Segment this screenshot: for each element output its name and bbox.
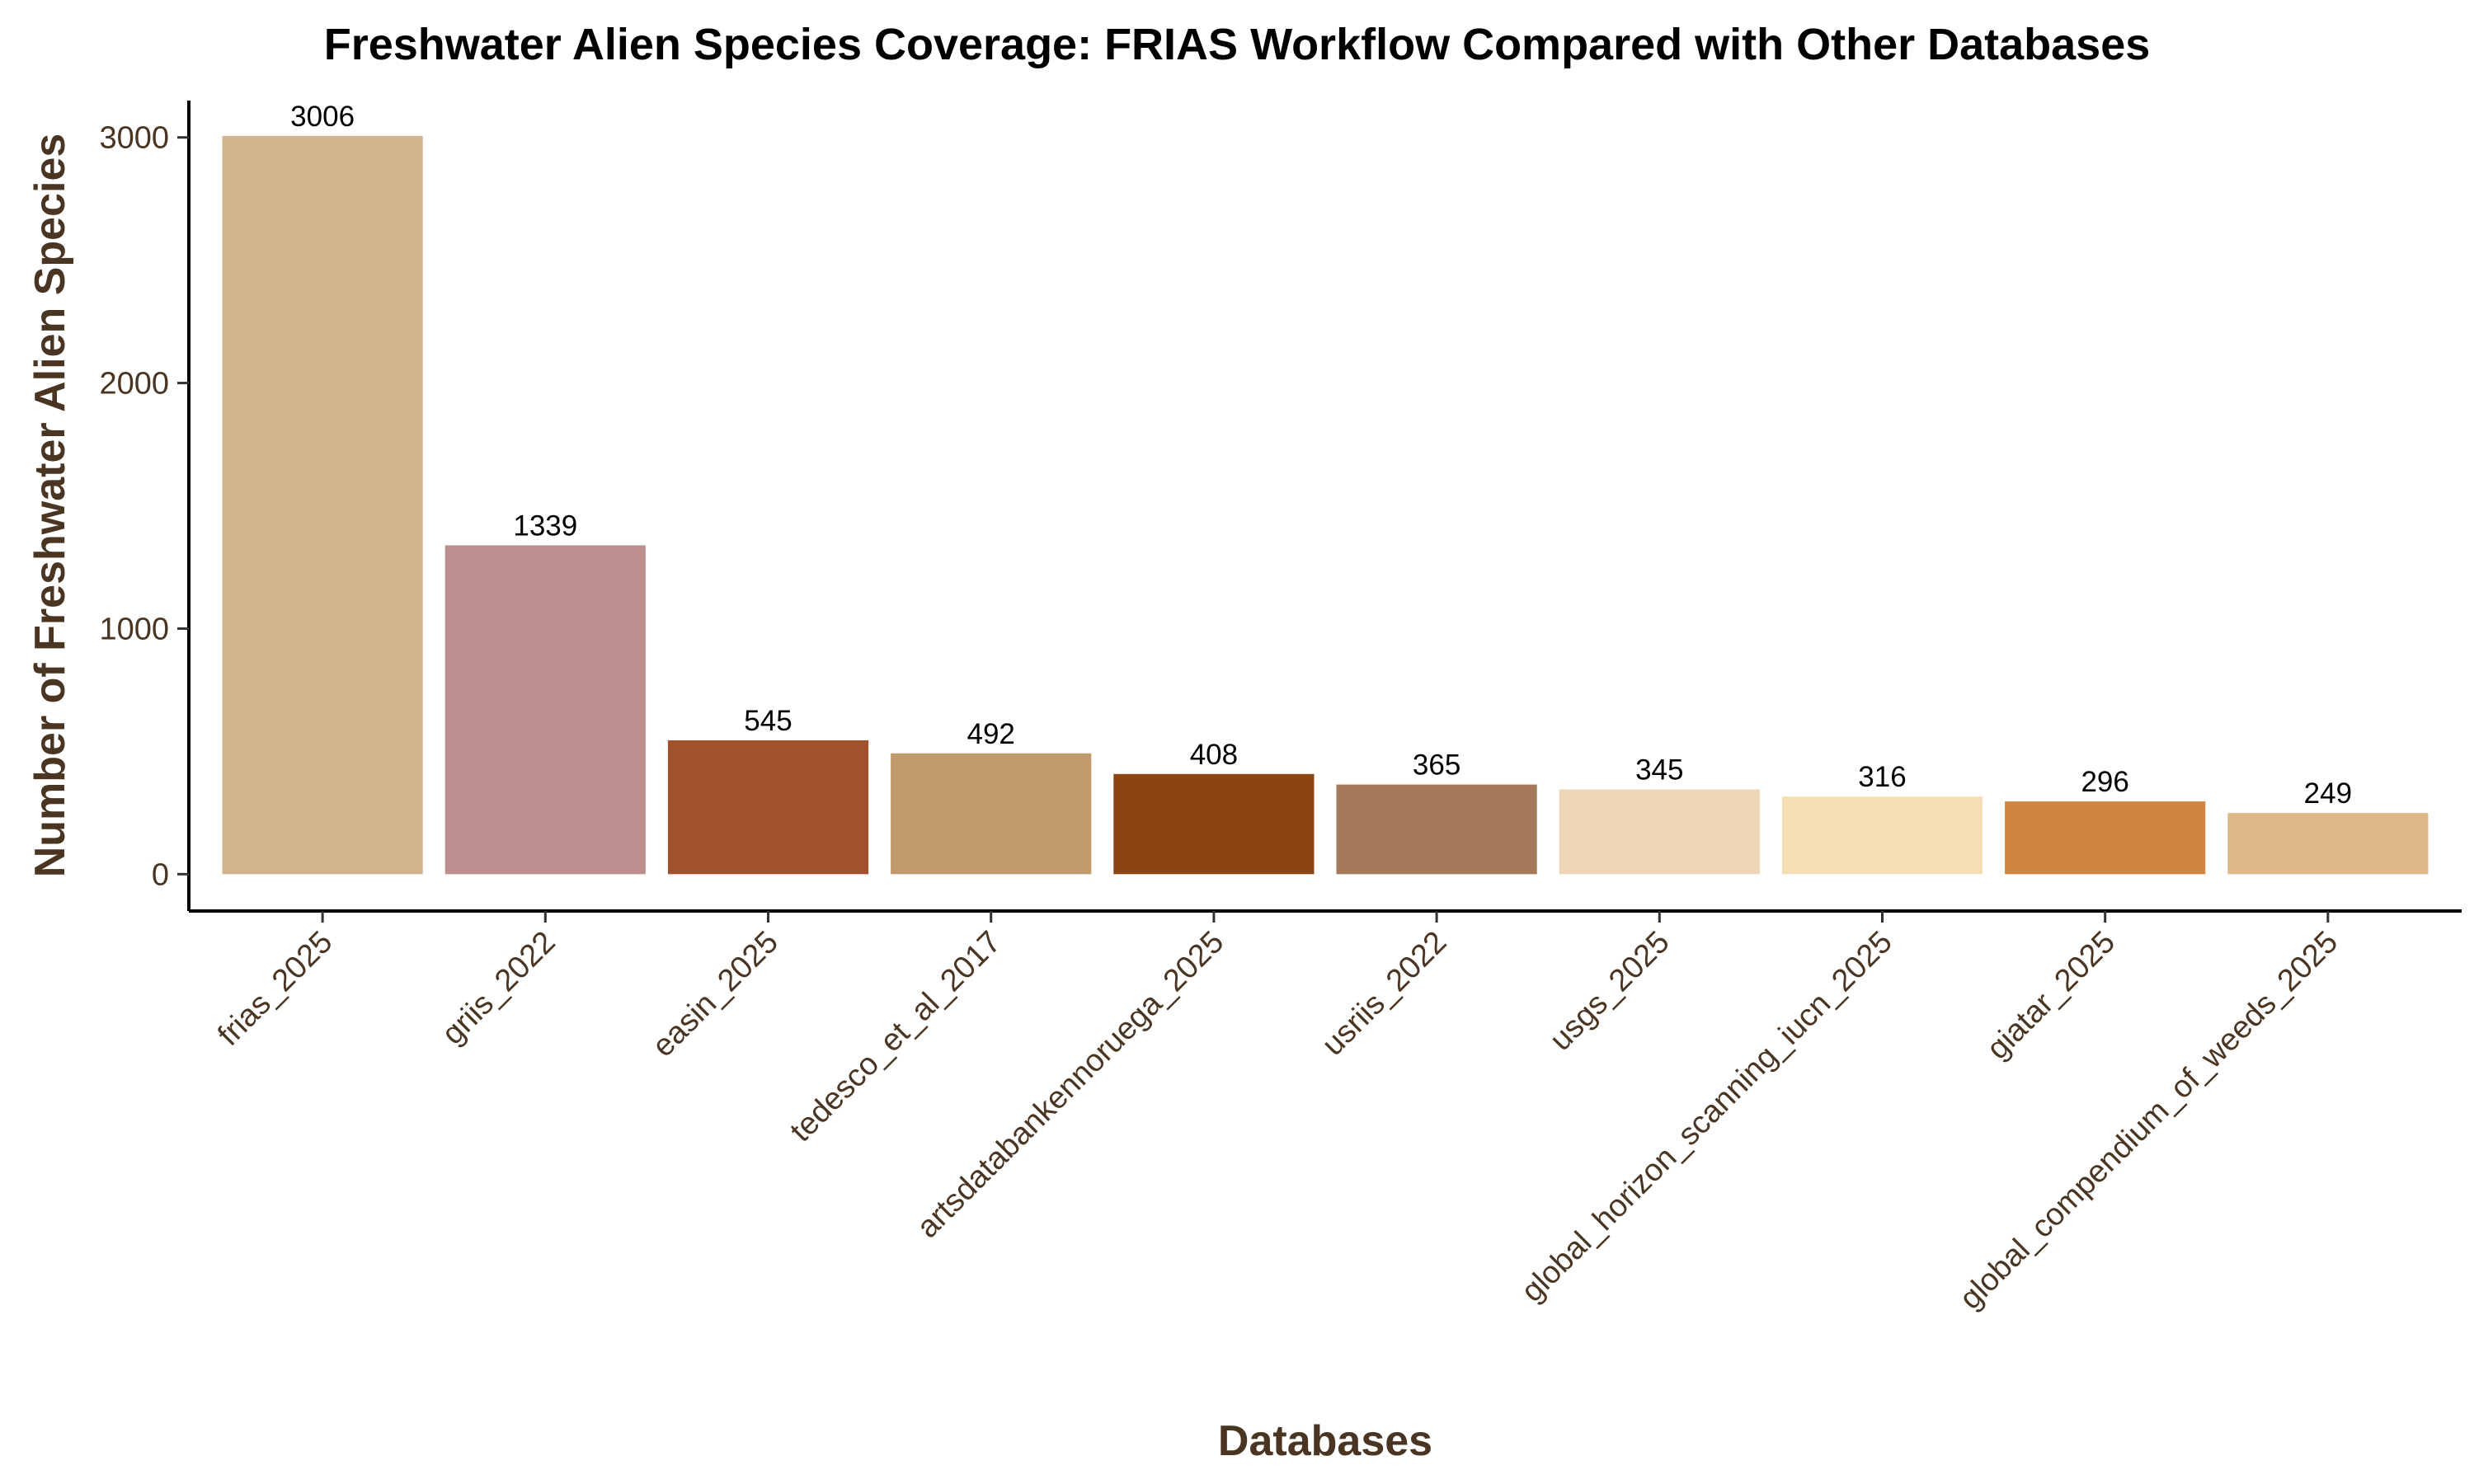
bar-giatar_2025 bbox=[2005, 801, 2206, 875]
bar-griis_2022 bbox=[444, 545, 646, 875]
x-tick-label-tedesco_et_al_2017: tedesco_et_al_2017 bbox=[783, 925, 1008, 1149]
bar-tedesco_et_al_2017 bbox=[891, 753, 1092, 875]
value-label-giatar_2025: 296 bbox=[2081, 766, 2128, 798]
y-tick-label-1000: 1000 bbox=[99, 612, 169, 646]
value-label-easin_2025: 545 bbox=[744, 705, 792, 737]
value-label-artsdatabankennoruega_2025: 408 bbox=[1190, 739, 1238, 771]
value-labels-group: 3006 1339 545 492 408 365 345 316 296 249 bbox=[290, 101, 2352, 810]
value-label-tedesco_et_al_2017: 492 bbox=[967, 718, 1015, 750]
y-tick-label-2000: 2000 bbox=[99, 367, 169, 402]
value-label-frias_2025: 3006 bbox=[290, 101, 355, 133]
x-tick-label-frias_2025: frias_2025 bbox=[211, 925, 339, 1053]
bar-usriis_2022 bbox=[1336, 784, 1537, 875]
bar-global_horizon_scanning_iucn_2025 bbox=[1781, 796, 1983, 875]
x-tick-label-griis_2022: griis_2022 bbox=[435, 925, 562, 1052]
x-axis-title: Databases bbox=[1218, 1417, 1432, 1465]
x-tick-label-easin_2025: easin_2025 bbox=[646, 925, 785, 1064]
bar-frias_2025 bbox=[222, 135, 423, 875]
value-label-global_compendium_of_weeds_2025: 249 bbox=[2304, 777, 2352, 810]
chart-title: Freshwater Alien Species Coverage: FRIAS… bbox=[324, 20, 2151, 69]
x-tick-label-global_compendium_of_weeds_2025: global_compendium_of_weeds_2025 bbox=[1953, 925, 2345, 1317]
value-label-global_horizon_scanning_iucn_2025: 316 bbox=[1858, 761, 1906, 793]
x-tick-label-giatar_2025: giatar_2025 bbox=[1980, 925, 2122, 1067]
bar-usgs_2025 bbox=[1559, 789, 1760, 875]
bar-global_compendium_of_weeds_2025 bbox=[2227, 813, 2429, 875]
y-tick-label-3000: 3000 bbox=[99, 121, 169, 156]
bar-artsdatabankennoruega_2025 bbox=[1113, 773, 1315, 875]
y-axis-title: Number of Freshwater Alien Species bbox=[26, 134, 74, 878]
value-label-usgs_2025: 345 bbox=[1635, 754, 1683, 787]
y-ticks-group: 0 1000 2000 3000 bbox=[99, 121, 189, 892]
x-tick-label-usgs_2025: usgs_2025 bbox=[1543, 925, 1676, 1058]
value-label-usriis_2022: 365 bbox=[1413, 749, 1460, 782]
value-label-griis_2022: 1339 bbox=[513, 510, 577, 542]
bar-easin_2025 bbox=[667, 740, 869, 875]
bars-group bbox=[222, 135, 2429, 875]
x-ticks-group: frias_2025 griis_2022 easin_2025tedesco_et… bbox=[211, 911, 2345, 1317]
y-tick-label-0: 0 bbox=[152, 857, 169, 892]
x-tick-label-usriis_2022: usriis_2022 bbox=[1315, 925, 1453, 1063]
x-tick-label-global_horizon_scanning_iucn_2025: global_horizon_scanning_iucn_2025 bbox=[1515, 925, 1899, 1309]
